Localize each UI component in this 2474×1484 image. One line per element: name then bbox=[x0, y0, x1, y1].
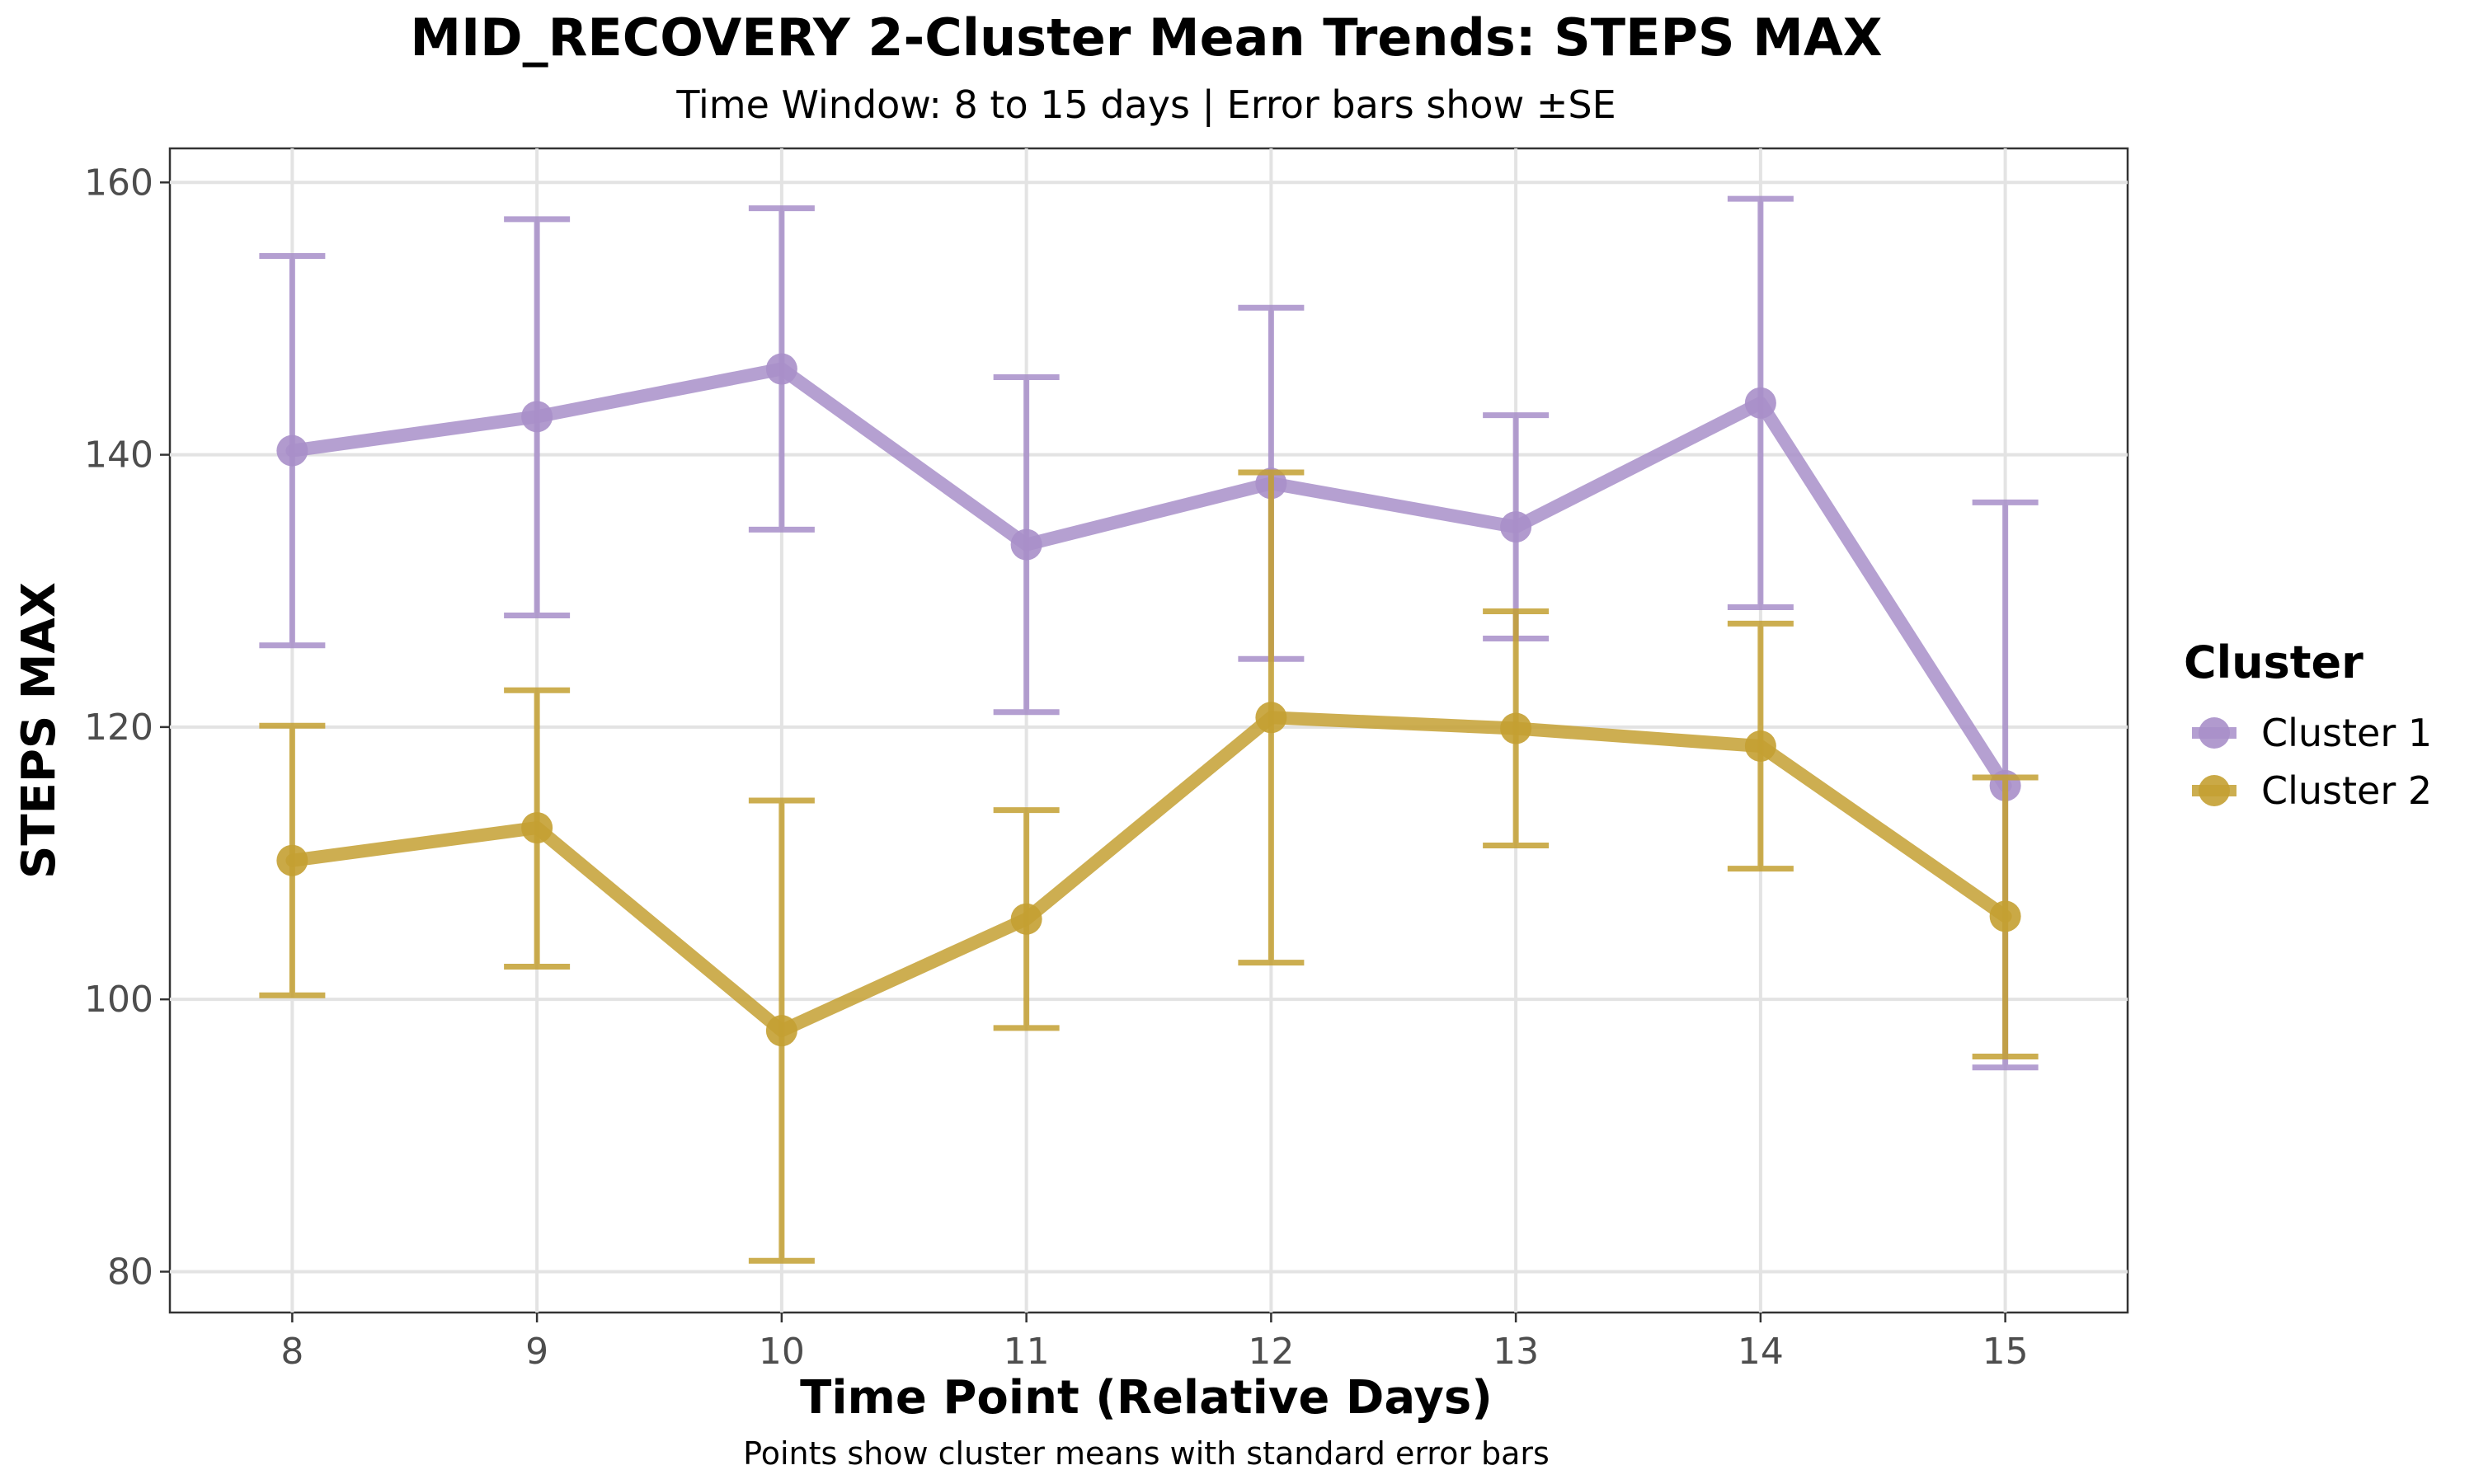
chart-title: MID_RECOVERY 2-Cluster Mean Trends: STEP… bbox=[410, 7, 1882, 68]
y-axis-title: STEPS MAX bbox=[12, 582, 66, 879]
data-point bbox=[276, 844, 308, 876]
series-line bbox=[285, 711, 2012, 1038]
data-point bbox=[1500, 712, 1532, 744]
data-point bbox=[276, 434, 308, 467]
data-point bbox=[1010, 528, 1042, 561]
x-tick-label: 12 bbox=[1248, 1331, 1294, 1373]
series-cluster-2 bbox=[259, 469, 2039, 1264]
legend-item-cluster-1: Cluster 1 bbox=[2192, 711, 2432, 755]
legend-swatch-point bbox=[2199, 717, 2230, 749]
data-point bbox=[521, 401, 553, 433]
data-point bbox=[1255, 702, 1287, 734]
data-point bbox=[765, 1015, 797, 1047]
x-tick-label: 8 bbox=[280, 1331, 303, 1373]
x-tick-label: 10 bbox=[759, 1331, 805, 1373]
chart-caption: Points show cluster means with standard … bbox=[743, 1435, 1550, 1472]
y-axis-ticks: 80 100 120 140 160 bbox=[84, 162, 170, 1293]
series-line bbox=[285, 362, 2012, 792]
data-point bbox=[1744, 730, 1776, 762]
data-point bbox=[1500, 511, 1532, 543]
x-tick-label: 9 bbox=[525, 1331, 548, 1373]
legend-items: Cluster 1 Cluster 2 bbox=[2192, 711, 2432, 813]
data-point bbox=[1989, 900, 2021, 932]
x-tick-label: 15 bbox=[1982, 1331, 2029, 1373]
data-point bbox=[521, 812, 553, 844]
legend-title: Cluster bbox=[2184, 636, 2363, 688]
legend: Cluster Cluster 1 Cluster 2 bbox=[2184, 636, 2432, 813]
x-tick-label: 13 bbox=[1493, 1331, 1539, 1373]
data-point bbox=[1744, 387, 1776, 419]
x-axis-ticks: 8 9 10 11 12 13 14 15 bbox=[280, 1313, 2029, 1373]
legend-swatch-point bbox=[2199, 775, 2230, 806]
y-tick-label: 120 bbox=[84, 707, 153, 749]
legend-label: Cluster 1 bbox=[2261, 711, 2432, 755]
y-tick-label: 140 bbox=[84, 434, 153, 477]
legend-label: Cluster 2 bbox=[2261, 768, 2432, 813]
y-tick-label: 100 bbox=[84, 979, 153, 1021]
x-tick-label: 11 bbox=[1004, 1331, 1050, 1373]
plot-panel bbox=[168, 147, 2129, 1314]
y-tick-label: 160 bbox=[84, 162, 153, 204]
chart-subtitle: Time Window: 8 to 15 days | Error bars s… bbox=[675, 82, 1616, 128]
data-point bbox=[765, 353, 797, 385]
x-axis-title: Time Point (Relative Days) bbox=[800, 1371, 1493, 1425]
data-point bbox=[1010, 903, 1042, 935]
x-tick-label: 14 bbox=[1738, 1331, 1784, 1373]
y-tick-label: 80 bbox=[107, 1251, 153, 1293]
legend-item-cluster-2: Cluster 2 bbox=[2192, 768, 2432, 813]
series-layer bbox=[259, 195, 2039, 1264]
